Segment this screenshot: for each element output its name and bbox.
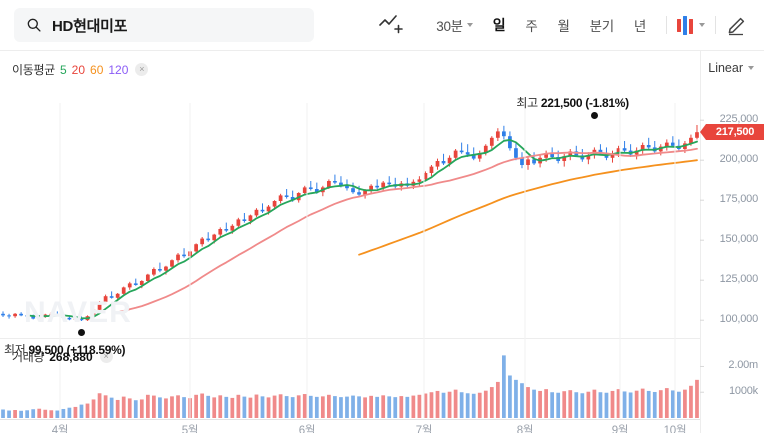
price-axis-line	[700, 51, 701, 433]
line-chart-plus-icon[interactable]	[378, 12, 404, 38]
price-tick-label: 150,000	[719, 233, 759, 246]
pencil-icon[interactable]	[726, 14, 748, 36]
chevron-down-icon	[699, 23, 705, 27]
search-icon	[27, 18, 41, 32]
chevron-down-icon	[466, 23, 473, 27]
volume-legend: 거래량 268,880 ×	[12, 348, 113, 365]
period-30min-label: 30분	[436, 19, 463, 34]
high-label: 최고	[516, 95, 538, 110]
remove-ma-indicator-button[interactable]: ×	[135, 63, 149, 76]
volume-tick-label: 2.00m	[728, 359, 758, 372]
time-tick-label: 8월	[516, 425, 534, 433]
low-label: 최저	[4, 343, 26, 357]
current-price-badge: 217,500	[700, 124, 764, 141]
high-value: 221,500	[540, 95, 583, 110]
period-year[interactable]: 년	[633, 19, 646, 34]
moving-average-legend: 이동평균 5 20 60 120 ×	[12, 61, 149, 78]
price-tick-label: 200,000	[719, 153, 759, 166]
high-marker-dot	[590, 111, 598, 119]
high-annotation: 최고 221,500 (-1.81%)	[516, 94, 629, 111]
panel-divider	[0, 338, 700, 339]
time-tick-label: 7월	[415, 425, 433, 433]
low-annotation: 최저 99,500 (+118.59%)	[4, 341, 126, 358]
toolbar-divider-1	[666, 16, 667, 34]
period-month[interactable]: 월	[557, 19, 570, 34]
time-tick-label: 9월	[611, 425, 629, 433]
price-tick-label: 100,000	[719, 313, 759, 326]
volume-tick-label: 1000k	[729, 385, 758, 398]
low-value: 99,500	[28, 343, 64, 357]
period-day[interactable]: 일	[492, 17, 506, 33]
ma-period-5[interactable]: 5	[59, 62, 67, 77]
time-tick-label: 5월	[181, 425, 199, 433]
chart-area[interactable]: NAVER 이동평균 5 20 60 120 × Linear 거래량 268,…	[0, 50, 764, 433]
period-quarter[interactable]: 분기	[589, 19, 615, 34]
price-tick-label: 175,000	[719, 193, 759, 206]
period-30min[interactable]: 30분	[426, 15, 483, 35]
volume-label: 거래량	[12, 350, 45, 364]
high-change: (-1.81%)	[585, 95, 629, 110]
time-tick-label: 4월	[51, 425, 69, 433]
ma-legend-title: 이동평균	[12, 63, 55, 77]
ma-period-20[interactable]: 20	[71, 62, 86, 77]
volume-value: 268,880	[49, 349, 93, 364]
price-tick-label: 125,000	[719, 273, 759, 286]
price-tick-label: 225,000	[719, 113, 759, 126]
low-change: (+118.59%)	[66, 343, 126, 357]
period-selector: 30분 일 주 월 분기 년	[426, 15, 656, 35]
period-week[interactable]: 주	[525, 19, 538, 34]
low-marker-dot	[77, 329, 85, 336]
scale-type-label: Linear	[708, 61, 743, 75]
search-input[interactable]: HD현대미포	[14, 8, 314, 42]
chart-toolbar: HD현대미포 30분 일 주 월 분기 년	[0, 0, 764, 50]
candlestick-icon	[677, 15, 693, 35]
time-axis: 4월 5월 6월 7월 8월 9월 10월	[0, 419, 700, 433]
toolbar-divider-2	[715, 16, 716, 34]
time-tick-label: 10월	[663, 425, 687, 433]
ma-period-120[interactable]: 120	[108, 62, 129, 77]
chevron-down-icon	[748, 66, 754, 70]
candlestick-plot	[1, 103, 704, 418]
scale-type-selector[interactable]: Linear	[708, 61, 754, 75]
time-tick-label: 6월	[298, 425, 316, 433]
search-value: HD현대미포	[52, 17, 128, 35]
remove-volume-indicator-button[interactable]: ×	[99, 350, 113, 363]
chart-type-selector[interactable]	[677, 15, 705, 35]
ma-period-60[interactable]: 60	[90, 62, 104, 77]
naver-watermark: NAVER	[24, 296, 132, 329]
